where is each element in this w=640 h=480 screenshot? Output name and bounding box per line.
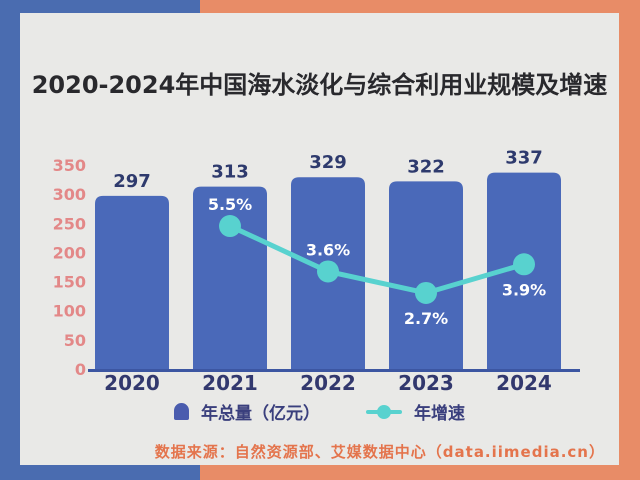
x-axis-label: 2024 — [496, 371, 552, 395]
y-axis-tick-label: 150 — [53, 273, 86, 292]
bar-2023 — [389, 181, 463, 369]
x-axis-label: 2021 — [202, 371, 258, 395]
data-source-note: 数据来源：自然资源部、艾媒数据中心（data.iimedia.cn） — [154, 443, 605, 461]
y-axis-tick-label: 250 — [53, 214, 86, 233]
growth-line — [227, 223, 527, 296]
growth-point-2022 — [317, 260, 339, 283]
line-series-swatch-icon — [366, 403, 402, 421]
chart-card: 2020-2024年中国海水淡化与综合利用业规模及增速 0 50 100 150 200… — [20, 13, 619, 465]
bar-value-label: 297 — [113, 171, 151, 192]
growth-point-2021 — [219, 215, 241, 238]
growth-point-label: 5.5% — [208, 195, 252, 214]
x-axis-label: 2022 — [300, 371, 356, 395]
bar-value-label: 337 — [505, 148, 543, 169]
legend-item-line-series: 年增速 — [366, 399, 465, 424]
chart-legend: 年总量（亿元） 年增速 — [20, 399, 619, 424]
growth-point-2024 — [513, 253, 535, 276]
y-axis-tick-label: 100 — [53, 302, 86, 321]
growth-point-label: 2.7% — [404, 309, 448, 328]
bar-value-label: 322 — [407, 156, 445, 177]
y-axis-tick-label: 50 — [64, 331, 86, 350]
bar-2020 — [95, 195, 169, 369]
y-axis-tick-label: 300 — [53, 185, 86, 204]
growth-point-2023 — [415, 281, 437, 304]
y-axis-tick-label: 0 — [75, 360, 86, 379]
chart-title: 2020-2024年中国海水淡化与综合利用业规模及增速 — [31, 71, 608, 99]
bar-series-legend-label: 年总量（亿元） — [201, 404, 320, 424]
y-axis-tick-label: 350 — [53, 156, 86, 175]
growth-point-label: 3.9% — [502, 280, 546, 299]
bar-series-swatch-icon — [174, 403, 189, 420]
legend-item-bar-series: 年总量（亿元） — [174, 399, 320, 424]
line-series-legend-label: 年增速 — [414, 404, 465, 424]
combo-chart: 0 50 100 150 200 250 300 350 297 2020 313 2021 329 20… — [53, 148, 580, 395]
bar-value-label: 329 — [309, 152, 347, 173]
x-axis-label: 2023 — [398, 371, 454, 395]
y-axis-tick-label: 200 — [53, 243, 86, 262]
x-axis-label: 2020 — [104, 371, 160, 395]
growth-point-label: 3.6% — [306, 240, 350, 259]
bar-value-label: 313 — [211, 162, 249, 183]
